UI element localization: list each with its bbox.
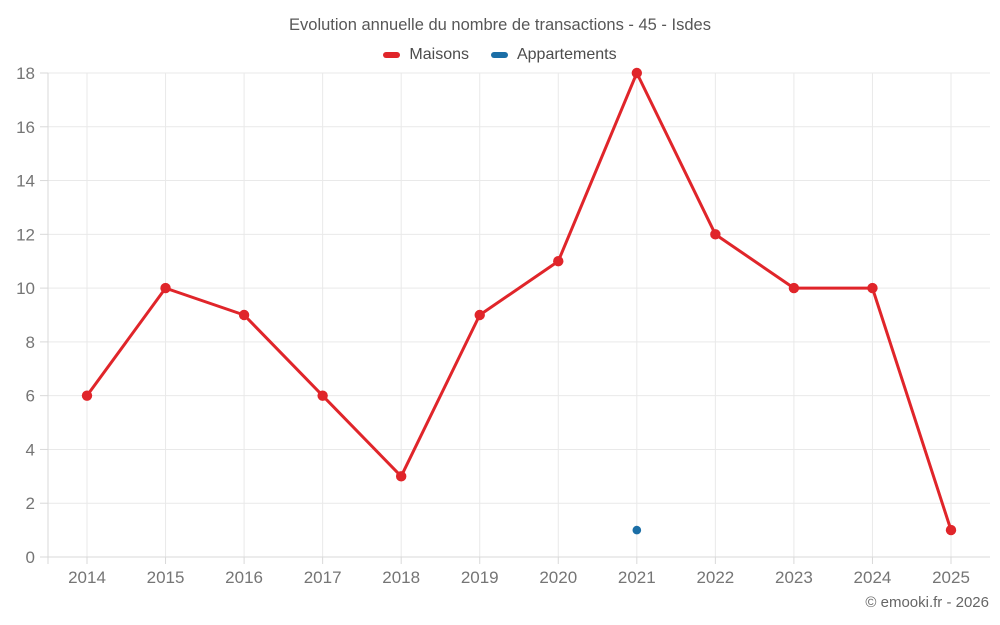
svg-text:2016: 2016: [225, 568, 263, 587]
maisons-series-swatch-icon: [383, 52, 401, 58]
svg-text:0: 0: [26, 548, 35, 567]
svg-text:8: 8: [26, 333, 35, 352]
svg-text:12: 12: [16, 225, 35, 244]
svg-text:2018: 2018: [382, 568, 420, 587]
appartements-series-swatch-icon: [490, 52, 508, 58]
svg-text:2024: 2024: [854, 568, 892, 587]
svg-text:2014: 2014: [68, 568, 106, 587]
svg-text:2017: 2017: [304, 568, 342, 587]
svg-text:6: 6: [26, 387, 35, 406]
svg-text:14: 14: [16, 172, 35, 191]
svg-text:10: 10: [16, 279, 35, 298]
chart-title: Evolution annuelle du nombre de transact…: [289, 16, 711, 34]
svg-text:4: 4: [26, 440, 35, 459]
svg-text:2: 2: [26, 494, 35, 513]
legend-item-appartements[interactable]: Appartements: [490, 46, 617, 64]
legend-label-appartements: Appartements: [516, 46, 617, 63]
svg-text:2019: 2019: [461, 568, 499, 587]
legend-label-maisons: Maisons: [409, 46, 469, 63]
svg-text:2023: 2023: [775, 568, 813, 587]
svg-text:18: 18: [16, 64, 35, 83]
svg-text:2021: 2021: [618, 568, 656, 587]
legend-item-maisons[interactable]: Maisons: [383, 46, 469, 64]
svg-text:2015: 2015: [147, 568, 185, 587]
legend: Maisons Appartements: [0, 45, 1000, 65]
svg-text:2025: 2025: [932, 568, 970, 587]
svg-text:2022: 2022: [696, 568, 734, 587]
svg-text:16: 16: [16, 118, 35, 137]
svg-text:2020: 2020: [539, 568, 577, 587]
copyright-text: © emooki.fr - 2026: [865, 594, 989, 611]
